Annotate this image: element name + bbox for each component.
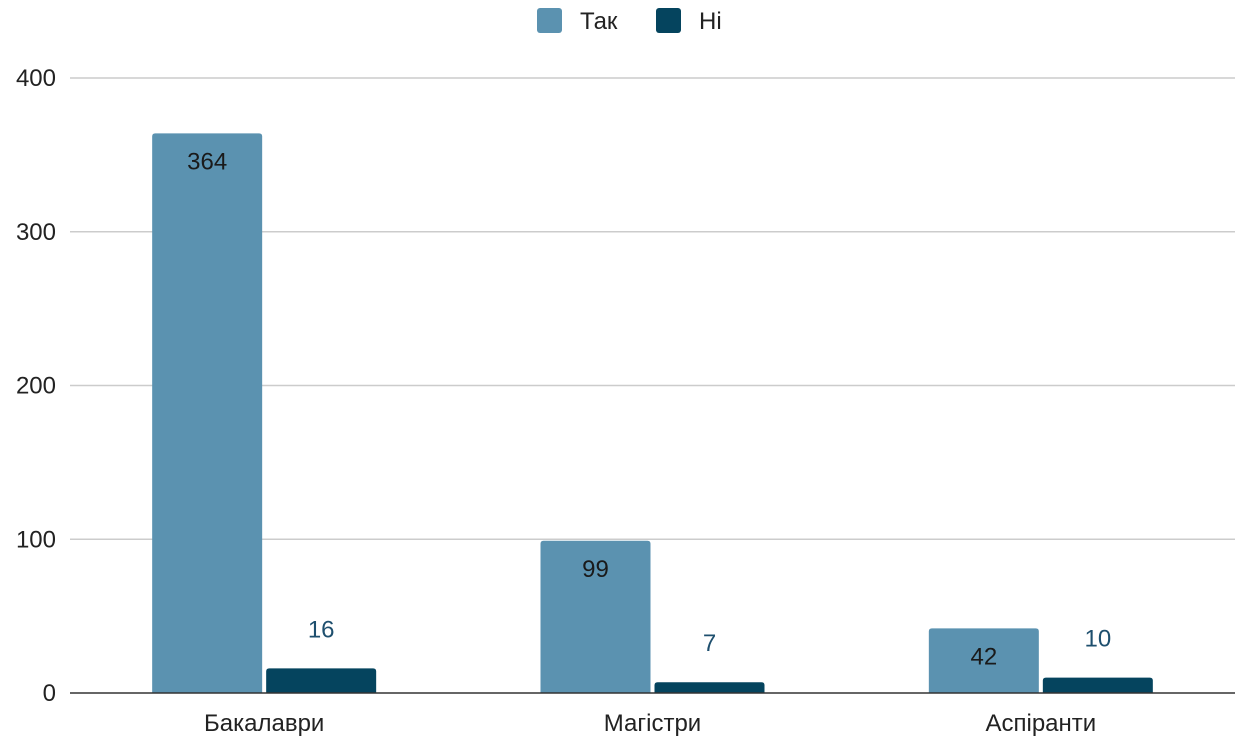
data-label: 16 [308, 616, 335, 643]
data-label: 7 [703, 630, 716, 657]
y-tick-label: 300 [16, 219, 56, 246]
legend-swatch [537, 8, 562, 33]
legend-label: Так [580, 8, 618, 35]
y-tick-label: 100 [16, 526, 56, 553]
legend-swatch [656, 8, 681, 33]
data-label: 10 [1084, 626, 1111, 653]
bar-no-2 [654, 682, 765, 693]
bar-yes-3 [928, 628, 1039, 693]
data-label: 364 [187, 148, 227, 175]
y-tick-label: 200 [16, 373, 56, 400]
gridlines [70, 77, 1235, 540]
data-label: 42 [970, 643, 997, 670]
x-axis-labels: Бакалаври Магістри Аспіранти [204, 710, 1096, 737]
y-axis-ticks: 0 100 200 300 400 [16, 65, 56, 707]
data-label: 99 [582, 556, 609, 583]
x-category-label: Магістри [604, 710, 701, 737]
y-tick-label: 400 [16, 65, 56, 92]
bar-yes-1 [152, 133, 263, 694]
legend: Так Ні [537, 8, 722, 35]
bar-no-1 [266, 668, 377, 693]
legend-label: Ні [699, 8, 722, 35]
data-labels: 364 16 99 7 42 10 [187, 148, 1111, 670]
x-category-label: Аспіранти [985, 710, 1096, 737]
bars [152, 133, 1153, 694]
bar-no-3 [1042, 677, 1153, 693]
bar-yes-2 [540, 540, 651, 693]
x-category-label: Бакалаври [204, 710, 324, 737]
y-tick-label: 0 [43, 680, 56, 707]
